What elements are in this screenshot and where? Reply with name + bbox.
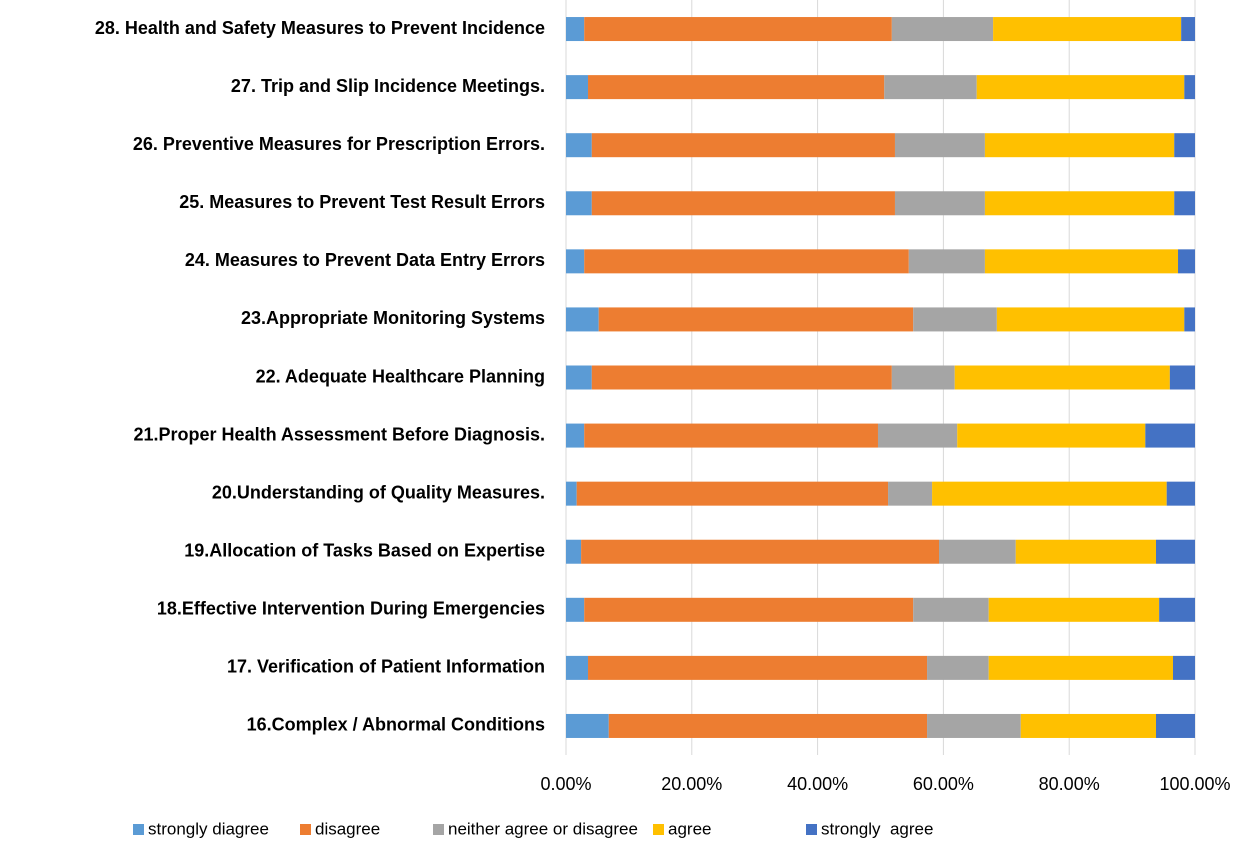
bar-segment bbox=[984, 249, 1179, 274]
bar-segment bbox=[894, 191, 985, 216]
bar-segment bbox=[566, 249, 585, 274]
category-label: 18.Effective Intervention During Emergen… bbox=[157, 599, 545, 619]
category-label: 22. Adequate Healthcare Planning bbox=[256, 366, 545, 386]
category-label: 16.Complex / Abnormal Conditions bbox=[247, 715, 545, 735]
bar-segment bbox=[884, 75, 977, 100]
legend-swatch bbox=[433, 824, 444, 835]
bar-segment bbox=[566, 17, 585, 42]
bar-segment bbox=[988, 597, 1160, 622]
bar-segment bbox=[1184, 307, 1195, 332]
bar-segment bbox=[566, 133, 592, 158]
bar-segment bbox=[932, 481, 1167, 506]
bar-segment bbox=[566, 423, 585, 448]
legend-label: disagree bbox=[315, 819, 380, 838]
category-label: 24. Measures to Prevent Data Entry Error… bbox=[185, 250, 545, 270]
legend-label: strongly agree bbox=[821, 819, 933, 838]
legend-swatch bbox=[653, 824, 664, 835]
bar-segment bbox=[566, 539, 582, 564]
bar-segment bbox=[588, 655, 928, 680]
x-tick-label: 20.00% bbox=[661, 774, 722, 794]
bar-segment bbox=[996, 307, 1185, 332]
bar-segment bbox=[566, 307, 599, 332]
bar-segment bbox=[581, 539, 939, 564]
bar-segment bbox=[913, 307, 997, 332]
legend-swatch bbox=[300, 824, 311, 835]
bar-segment bbox=[566, 191, 592, 216]
bar-segment bbox=[608, 713, 928, 738]
category-label: 17. Verification of Patient Information bbox=[227, 657, 545, 677]
legend-label: neither agree or disagree bbox=[448, 819, 638, 838]
bar-segment bbox=[993, 17, 1182, 42]
bar-segment bbox=[954, 365, 1170, 390]
x-tick-label: 0.00% bbox=[540, 774, 591, 794]
bar-segment bbox=[566, 713, 609, 738]
bar-segment bbox=[1174, 133, 1195, 158]
bar-segment bbox=[888, 481, 933, 506]
x-tick-label: 80.00% bbox=[1039, 774, 1100, 794]
bar-segment bbox=[566, 75, 589, 100]
bar-segment bbox=[584, 249, 909, 274]
legend-label: agree bbox=[668, 819, 711, 838]
bar-segment bbox=[566, 597, 585, 622]
bar-segment bbox=[584, 423, 878, 448]
category-label: 21.Proper Health Assessment Before Diagn… bbox=[134, 424, 545, 444]
bar-segment bbox=[913, 597, 989, 622]
bar-segment bbox=[891, 365, 955, 390]
bar-segment bbox=[566, 481, 577, 506]
bar-segment bbox=[927, 713, 1021, 738]
category-label: 19.Allocation of Tasks Based on Expertis… bbox=[184, 540, 545, 560]
category-label: 26. Preventive Measures for Prescription… bbox=[133, 134, 545, 154]
bar-segment bbox=[1156, 539, 1195, 564]
bar-segment bbox=[927, 655, 989, 680]
bar-segment bbox=[1181, 17, 1195, 42]
bar-segment bbox=[591, 133, 895, 158]
bar-segment bbox=[588, 75, 885, 100]
bar-segment bbox=[1169, 365, 1195, 390]
bar-segment bbox=[988, 655, 1173, 680]
bar-segment bbox=[1159, 597, 1195, 622]
bar-segment bbox=[591, 365, 892, 390]
bar-segment bbox=[957, 423, 1146, 448]
category-label: 23.Appropriate Monitoring Systems bbox=[241, 308, 545, 328]
bar-segment bbox=[1020, 713, 1157, 738]
category-label: 28. Health and Safety Measures to Preven… bbox=[95, 18, 545, 38]
bar-segment bbox=[908, 249, 985, 274]
bar-segment bbox=[584, 17, 892, 42]
category-label: 20.Understanding of Quality Measures. bbox=[212, 482, 545, 502]
bar-segment bbox=[591, 191, 895, 216]
bar-segment bbox=[1015, 539, 1157, 564]
bar-segment bbox=[984, 191, 1175, 216]
legend-label: strongly diagree bbox=[148, 819, 269, 838]
bar-segment bbox=[894, 133, 985, 158]
bar-segment bbox=[1184, 75, 1195, 100]
bar-segment bbox=[576, 481, 889, 506]
category-label: 27. Trip and Slip Incidence Meetings. bbox=[231, 76, 545, 96]
x-tick-label: 40.00% bbox=[787, 774, 848, 794]
x-tick-label: 100.00% bbox=[1159, 774, 1230, 794]
legend-swatch bbox=[133, 824, 144, 835]
bar-segment bbox=[584, 597, 914, 622]
bar-segment bbox=[984, 133, 1175, 158]
bar-segment bbox=[938, 539, 1016, 564]
x-tick-label: 60.00% bbox=[913, 774, 974, 794]
bar-segment bbox=[598, 307, 914, 332]
bar-segment bbox=[877, 423, 958, 448]
bar-segment bbox=[1174, 191, 1195, 216]
bar-segment bbox=[1172, 655, 1195, 680]
bar-segment bbox=[1166, 481, 1195, 506]
bar-segment bbox=[566, 655, 589, 680]
bar-segment bbox=[1145, 423, 1195, 448]
bar-segment bbox=[1156, 713, 1195, 738]
category-label: 25. Measures to Prevent Test Result Erro… bbox=[179, 192, 545, 212]
bar-segment bbox=[976, 75, 1185, 100]
bar-segment bbox=[1178, 249, 1195, 274]
legend-swatch bbox=[806, 824, 817, 835]
bar-segment bbox=[891, 17, 994, 42]
bar-segment bbox=[566, 365, 592, 390]
